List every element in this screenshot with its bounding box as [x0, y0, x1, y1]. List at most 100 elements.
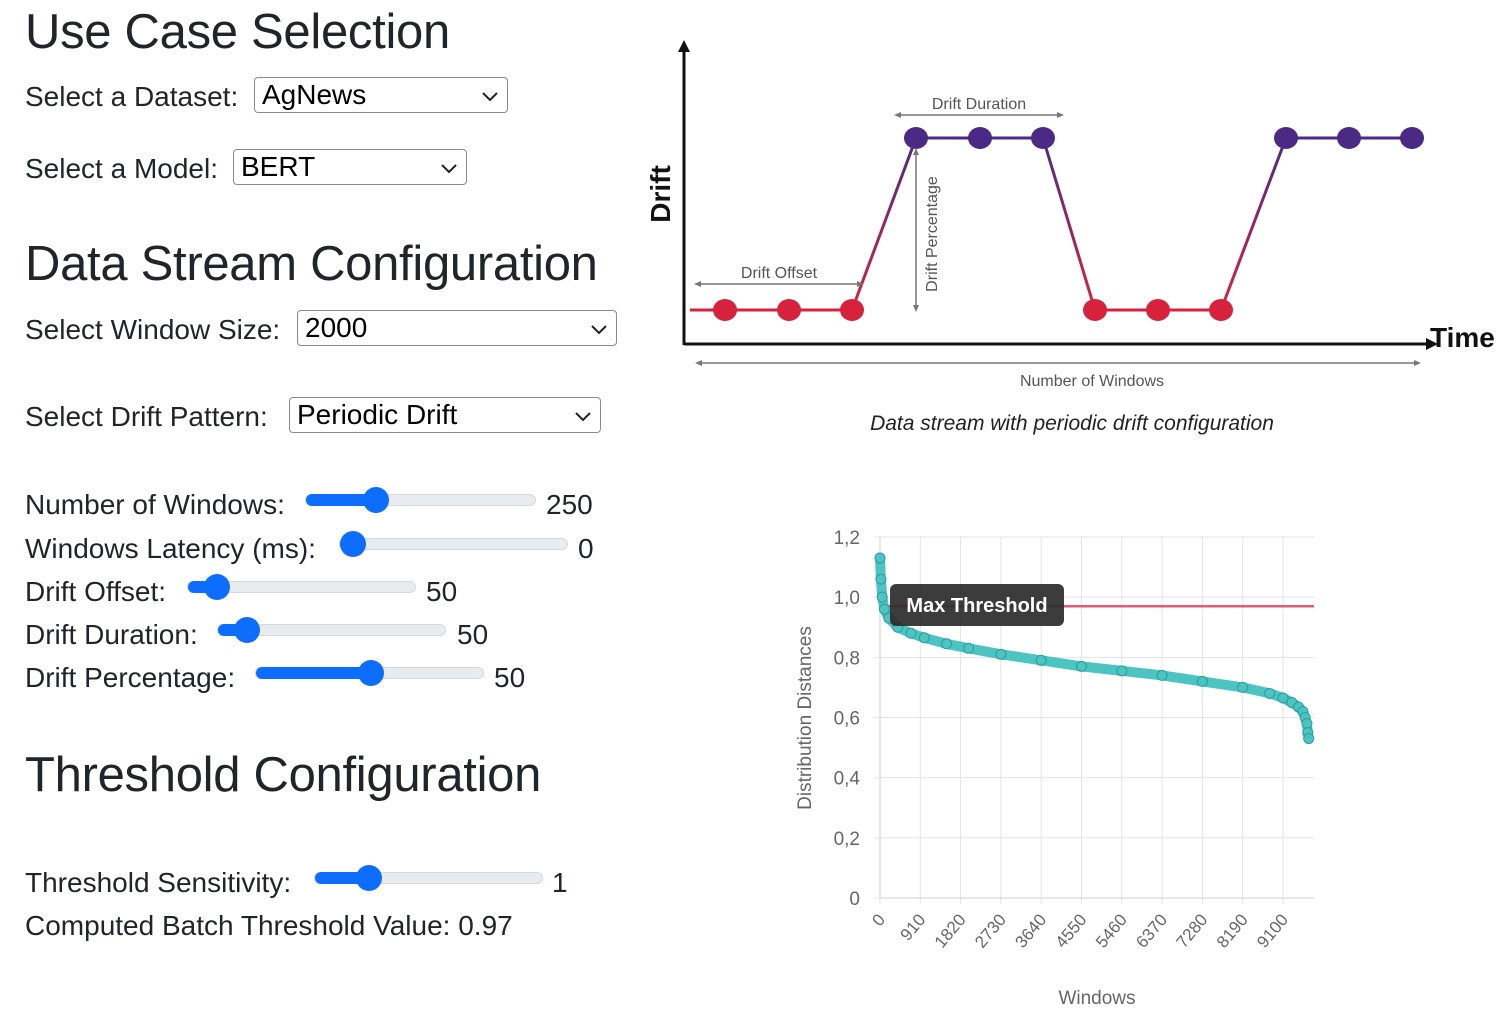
window-size-select-value: 2000	[305, 312, 368, 343]
threshold-sensitivity-label: Threshold Sensitivity:	[25, 867, 292, 898]
drift-percentage-annotation	[913, 148, 919, 312]
drift-duration-annotation	[894, 112, 1064, 118]
drift-percentage-label: Drift Percentage	[924, 176, 941, 292]
x-tick-label: 2730	[971, 910, 1010, 951]
chevron-down-icon	[591, 325, 607, 335]
model-label: Select a Model:	[25, 153, 218, 184]
distance-chart: 0 0,2 0,4 0,6 0,8 1,0 1,2 0 910 1820 2730 3640 4550…	[795, 528, 1315, 1009]
x-tick-label: 910	[897, 910, 930, 944]
fall-segment	[1041, 137, 1097, 311]
model-select-value: BERT	[241, 151, 316, 182]
x-tick-label: 9100	[1253, 910, 1292, 951]
computed-threshold-text: Computed Batch Threshold Value: 0.97	[25, 910, 513, 941]
windows-latency-label: Windows Latency (ms):	[25, 533, 316, 564]
chart-points	[874, 552, 1315, 745]
slider-thumb[interactable]	[355, 865, 382, 891]
drift-pattern-select[interactable]: Periodic Drift	[289, 397, 601, 433]
data-point	[1264, 687, 1276, 699]
y-tick-label: 1,2	[834, 528, 860, 549]
chart-ylabel: Distribution Distances	[795, 626, 816, 810]
windows-latency-slider[interactable]	[339, 531, 568, 557]
slider-thumb[interactable]	[234, 617, 261, 643]
drift-pattern-select-value: Periodic Drift	[297, 399, 458, 430]
drift-offset-value: 50	[426, 576, 458, 607]
y-tick-label: 0,8	[834, 648, 860, 669]
dataset-select-value: AgNews	[262, 79, 367, 110]
arrow-right-icon	[1426, 338, 1438, 350]
data-point	[878, 603, 890, 615]
data-point	[1116, 665, 1128, 677]
data-point	[1076, 660, 1087, 672]
slider-fill	[306, 494, 377, 506]
data-point	[1156, 669, 1168, 681]
drift-percentage-label: Drift Percentage:	[25, 662, 236, 693]
drift-offset-label: Drift Offset	[741, 265, 818, 282]
drift-duration-label: Drift Duration:	[25, 619, 198, 650]
data-point	[963, 642, 975, 654]
chevron-down-icon	[482, 92, 498, 102]
drift-offset-slider[interactable]	[187, 574, 416, 600]
x-tick-label: 3640	[1011, 910, 1050, 951]
slider-fill	[256, 667, 371, 679]
drift-percentage-value: 50	[494, 662, 526, 693]
arrow-up-icon	[678, 40, 690, 52]
low-window-dots	[713, 299, 1233, 321]
x-tick-label: 7280	[1173, 910, 1212, 951]
window-size-label: Select Window Size:	[25, 314, 281, 345]
drift-duration-label: Drift Duration	[932, 96, 1026, 113]
slider-thumb[interactable]	[357, 660, 384, 686]
stream-heading: Data Stream Configuration	[25, 237, 598, 291]
data-point	[940, 638, 952, 650]
data-point	[995, 648, 1007, 660]
dataset-label: Select a Dataset:	[25, 81, 239, 112]
diagram-y-label: Drift	[645, 165, 676, 223]
data-point	[1196, 675, 1208, 687]
slider-thumb[interactable]	[204, 574, 231, 600]
chevron-down-icon	[441, 164, 457, 174]
slider-fill	[315, 872, 369, 884]
model-select[interactable]: BERT	[233, 149, 467, 185]
x-tick-label: 8190	[1213, 910, 1252, 951]
chevron-down-icon	[575, 412, 591, 422]
threshold-tooltip-label: Max Threshold	[906, 595, 1047, 617]
threshold-sensitivity-slider[interactable]	[314, 865, 543, 891]
windows-latency-value: 0	[578, 533, 594, 564]
data-point	[1237, 681, 1249, 693]
window-size-select[interactable]: 2000	[297, 310, 617, 346]
x-tick-label: 0	[868, 910, 889, 929]
threshold-heading: Threshold Configuration	[25, 748, 542, 802]
data-point	[1303, 733, 1315, 745]
data-point	[1277, 692, 1289, 704]
slider-thumb[interactable]	[340, 531, 366, 557]
data-point	[918, 632, 930, 644]
drift-diagram: Drift Time Drift Offset Drift Duration	[645, 40, 1495, 435]
high-window-dots	[904, 127, 1424, 149]
threshold-tooltip: Max Threshold	[890, 584, 1064, 626]
x-tick-label: 4550	[1052, 910, 1091, 951]
drift-offset-annotation	[694, 281, 864, 287]
drift-duration-value: 50	[457, 619, 489, 650]
use-case-heading: Use Case Selection	[25, 5, 450, 59]
x-tick-label: 6370	[1132, 910, 1171, 951]
data-point	[874, 552, 886, 564]
x-tick-label: 5460	[1092, 910, 1131, 951]
y-tick-label: 0,6	[834, 709, 860, 730]
slider-thumb[interactable]	[363, 487, 390, 513]
drift-duration-slider[interactable]	[217, 617, 446, 643]
threshold-sensitivity-value: 1	[552, 867, 568, 898]
data-point	[905, 627, 917, 639]
drift-percentage-slider[interactable]	[255, 660, 484, 686]
drift-offset-label: Drift Offset:	[25, 576, 167, 607]
dataset-select[interactable]: AgNews	[254, 77, 508, 113]
y-tick-label: 0,4	[834, 769, 861, 790]
y-tick-label: 1,0	[834, 588, 860, 609]
data-point	[1035, 654, 1047, 666]
number-of-windows-slider[interactable]	[305, 487, 536, 513]
diagram-x-label: Time	[1430, 322, 1495, 353]
y-tick-label: 0	[849, 889, 860, 910]
data-point	[876, 591, 888, 603]
data-point	[875, 573, 887, 585]
rise-segment	[850, 137, 918, 311]
y-tick-label: 0,2	[834, 829, 860, 850]
rise-segment	[1219, 137, 1288, 311]
